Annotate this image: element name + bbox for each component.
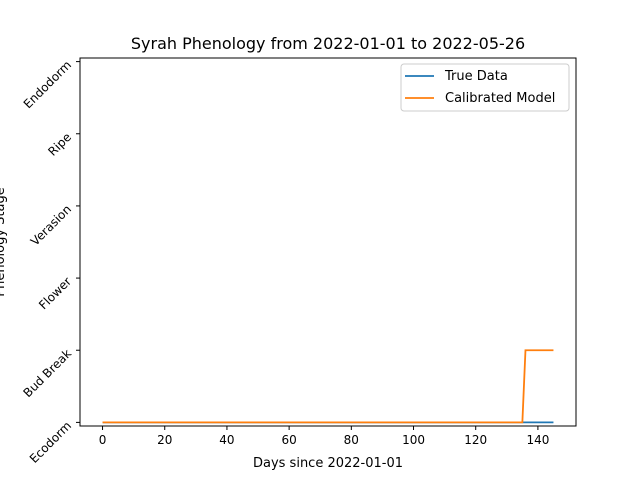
series-line-2 [102, 349, 554, 424]
plot-area: 0 20 40 60 80 100 120 140 Ecodorm Bud Break Flowe… [20, 57, 577, 466]
y-axis-label: Phenology Stage [0, 187, 8, 296]
x-axis-ticks: 0 20 40 60 80 100 120 140 [99, 426, 549, 447]
legend-box [400, 63, 570, 112]
y-tick-label: Bud Break [20, 346, 74, 400]
legend: True Data Calibrated Model [400, 63, 570, 112]
y-tick-label: Ripe [45, 130, 74, 159]
legend-label-1: True Data [444, 69, 508, 84]
x-tick-label: 140 [526, 433, 549, 447]
series-layer [102, 349, 554, 424]
y-tick-label: Verasion [28, 202, 74, 248]
x-tick-label: 0 [99, 433, 107, 447]
x-tick-label: 20 [157, 433, 172, 447]
y-tick-label: Flower [36, 274, 74, 312]
x-tick-label: 40 [219, 433, 234, 447]
x-tick-label: 100 [402, 433, 425, 447]
x-tick-label: 60 [281, 433, 296, 447]
x-tick-label: 120 [464, 433, 487, 447]
y-tick-label: Endodorm [21, 58, 74, 111]
y-axis-ticks: Ecodorm Bud Break Flower Verasion Ripe Endodo… [20, 58, 80, 466]
axes-frame [79, 57, 577, 427]
legend-label-2: Calibrated Model [445, 91, 555, 106]
x-tick-label: 80 [344, 433, 359, 447]
y-tick-label: Ecodorm [27, 419, 74, 466]
chart-title: Syrah Phenology from 2022-01-01 to 2022-… [131, 34, 525, 53]
x-axis-label: Days since 2022-01-01 [253, 456, 403, 471]
